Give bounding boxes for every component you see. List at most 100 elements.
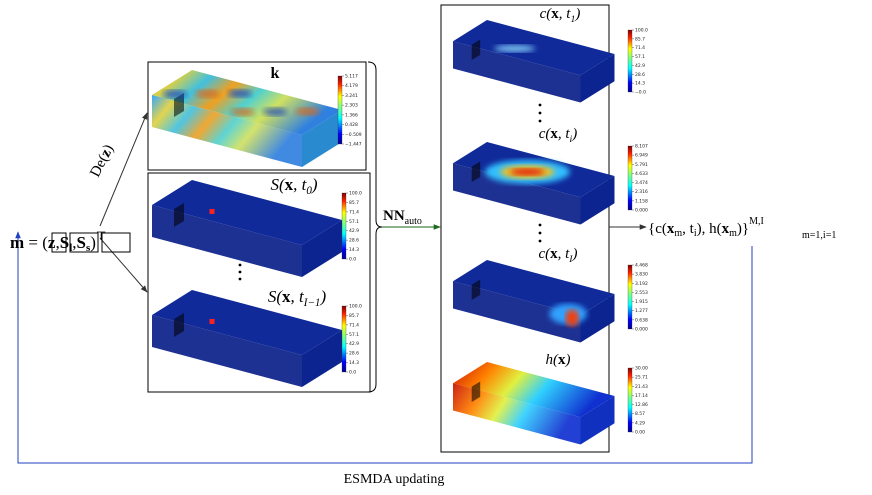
ellipsis <box>238 103 542 281</box>
title-part: ) <box>319 287 326 306</box>
panel-title: c(x, ti) <box>539 126 578 145</box>
title-part: S( <box>270 175 286 194</box>
panel-title: S(x, t0) <box>270 175 317 197</box>
block-side <box>580 294 615 343</box>
title-part: I−1 <box>303 297 321 309</box>
title-part: h( <box>546 352 560 368</box>
colorbar-label: 30.00 <box>635 366 648 372</box>
sl-box <box>69 232 99 253</box>
colorbar-label: 28.6 <box>635 72 645 78</box>
title-part: I <box>568 254 573 265</box>
colorbar <box>627 367 633 433</box>
well-cutout <box>174 203 184 227</box>
colorbar <box>341 192 347 260</box>
block-side <box>302 220 342 277</box>
title-part: , t <box>291 287 306 306</box>
colorbar-label: 0.000 <box>635 327 648 333</box>
panel-title: S(x, tI−1) <box>268 287 327 309</box>
texture <box>228 89 252 98</box>
z-box <box>51 232 67 253</box>
block-top <box>152 70 342 135</box>
block-front <box>453 163 581 225</box>
colorbar-label: 14.3 <box>349 247 359 253</box>
k-frame <box>147 61 367 171</box>
block-front <box>152 205 302 277</box>
colorbar-label: 4.29 <box>635 420 645 426</box>
plume <box>510 168 545 176</box>
input-formula: m = (z,Sl,Ss)⊤ <box>10 229 106 254</box>
colorbar-label: 1.277 <box>635 308 648 314</box>
well-cutout <box>471 279 481 300</box>
colorbar-label: 28.6 <box>349 238 359 244</box>
reservoir-block <box>152 180 342 277</box>
texture <box>263 107 287 116</box>
title-part: i <box>570 134 573 145</box>
colorbar-label: 2.303 <box>345 103 358 109</box>
block-side <box>302 110 342 167</box>
well-cutout <box>471 39 481 60</box>
colorbar-label: 0.0 <box>349 257 356 263</box>
colorbar-label: 100.0 <box>349 304 362 310</box>
title-part: , t <box>558 246 571 262</box>
panel-title: c(x, tI) <box>538 246 577 265</box>
colorbar-label: 28.6 <box>349 351 359 357</box>
network-label: NNauto <box>383 208 422 227</box>
title-part: ) <box>565 352 571 368</box>
colorbar-label: −1.447 <box>345 142 362 148</box>
colorbar-label: 57.1 <box>635 54 645 60</box>
colorbar-label: 2.316 <box>635 189 648 195</box>
block-front <box>453 281 581 343</box>
output-label: {c(xm, ti), h(xm)}M,Im=1,i=1 <box>648 216 836 241</box>
title-part: ) <box>574 6 580 22</box>
title-part: k <box>271 65 280 82</box>
loop-label: ESMDA updating <box>344 472 445 487</box>
title-part: c( <box>540 6 553 22</box>
ss-box <box>101 232 131 253</box>
block-front <box>152 315 302 387</box>
title-part: , t <box>559 6 572 22</box>
colorbar <box>337 75 343 145</box>
title-part: , t <box>293 175 308 194</box>
title-part: x <box>285 175 294 194</box>
reservoir-block <box>453 20 615 103</box>
panel-title: h(x) <box>546 352 571 368</box>
injection-point <box>209 208 215 214</box>
decoder-label: De(z) <box>87 142 117 180</box>
colorbar-label: 8.107 <box>635 144 648 150</box>
title-part: ) <box>311 175 318 194</box>
colorbar-label: 3.192 <box>635 281 648 287</box>
colorbar <box>627 264 633 330</box>
state-arrow <box>99 237 148 293</box>
injection-point <box>209 318 215 324</box>
colorbar-label: 100.0 <box>635 28 648 34</box>
title-part: c( <box>538 246 551 262</box>
block-side <box>302 330 342 387</box>
colorbar-label: 0.000 <box>635 208 648 214</box>
colorbar-label: 71.4 <box>635 45 645 51</box>
colorbar-label: −0.0 <box>635 90 646 96</box>
colorbar-label: 4.179 <box>345 83 358 89</box>
title-part: c( <box>539 126 552 142</box>
colorbar-label: 4.633 <box>635 171 648 177</box>
colorbar-label: 8.57 <box>635 411 645 417</box>
colorbar-label: 5.791 <box>635 162 648 168</box>
colorbar-label: 0.428 <box>345 122 358 128</box>
colorbar-label: 3.241 <box>345 93 358 99</box>
colorbar-label: 0.00 <box>635 430 645 436</box>
colorbar-label: 42.9 <box>349 341 359 347</box>
colorbar-label: 12.86 <box>635 402 648 408</box>
block-front <box>453 383 581 445</box>
well-cutout <box>174 93 184 117</box>
title-part: x <box>282 287 291 306</box>
block-side <box>580 396 615 445</box>
reservoir-block <box>453 142 615 225</box>
reservoir-block <box>152 70 342 167</box>
colorbar-label: 3.830 <box>635 272 648 278</box>
colorbar-label: 1.158 <box>635 198 648 204</box>
colorbar <box>341 305 347 373</box>
colorbar-label: 0.638 <box>635 317 648 323</box>
colorbar-label: 85.7 <box>349 200 359 206</box>
colorbar-label: 1.915 <box>635 299 648 305</box>
colorbar-label: 57.1 <box>349 332 359 338</box>
